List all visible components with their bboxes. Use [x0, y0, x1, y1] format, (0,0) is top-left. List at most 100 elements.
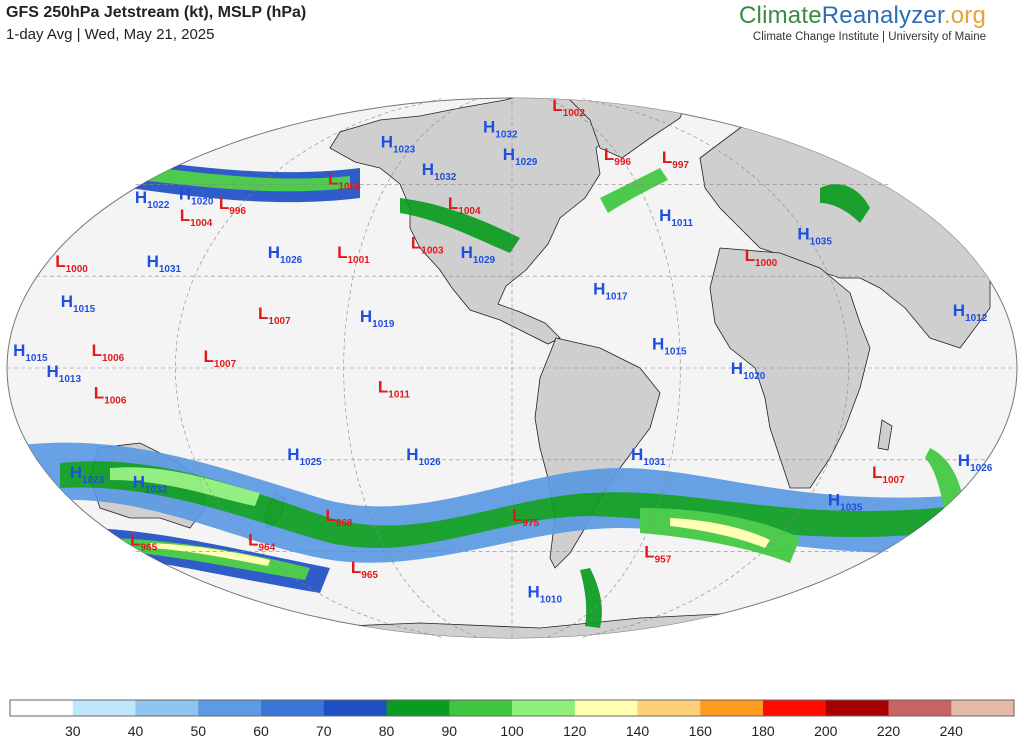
colorbar-swatch: [135, 700, 199, 716]
high-pressure-label: H1017: [593, 280, 628, 303]
high-pressure-label: H1035: [797, 225, 832, 248]
colorbar-swatch: [72, 700, 137, 716]
greenland-land: [559, 98, 691, 159]
low-pressure-label: L997: [662, 148, 690, 171]
low-pressure-label: L1004: [180, 206, 213, 229]
colorbar-swatch: [574, 700, 639, 716]
colorbar-swatch: [825, 700, 890, 716]
low-pressure-label: L1011: [378, 378, 411, 401]
high-pressure-label: H1032: [133, 472, 168, 495]
low-pressure-label: L1008: [328, 169, 361, 192]
colorbar-swatch: [261, 700, 325, 716]
jet-band-east-indian: [925, 448, 965, 513]
high-pressure-label: H1023: [70, 463, 105, 486]
colorbar: 30 40 50 60 70 80 90 100 120 140 160 180 200 220 240: [9, 699, 1015, 739]
jet-band-south-indian-peak: [670, 518, 770, 548]
chart-subtitle: 1-day Avg | Wed, May 21, 2025: [6, 26, 215, 43]
low-pressure-label: L1003: [411, 234, 444, 257]
low-pressure-label: L1006: [92, 341, 125, 364]
high-pressure-label: H1025: [287, 445, 322, 468]
high-pressure-label: H1032: [483, 117, 518, 140]
colorbar-tick-label: 60: [253, 723, 269, 739]
jet-band-south-pacific-peak: [150, 543, 270, 566]
colorbar-swatch: [888, 700, 952, 716]
jet-band-north-pacific-core: [140, 166, 350, 192]
high-pressure-label: H1026: [406, 445, 441, 468]
high-pressure-label: H1022: [135, 188, 170, 211]
colorbar-tick-label: 50: [191, 723, 207, 739]
brand-logo[interactable]: ClimateReanalyzer.org: [739, 2, 986, 30]
low-pressure-label: L1007: [872, 463, 905, 486]
low-pressure-label: L1000: [745, 246, 778, 269]
jet-band-southern-peak: [110, 467, 260, 506]
low-pressure-label: L1002: [552, 96, 585, 119]
low-pressure-label: L996: [219, 194, 247, 217]
high-pressure-label: H1026: [268, 243, 303, 266]
colorbar-tick-label: 30: [65, 723, 81, 739]
high-pressure-label: H1026: [958, 451, 993, 474]
high-pressure-label: H1012: [953, 301, 988, 324]
graticule-lines: [7, 98, 1017, 638]
colorbar-swatch: [10, 700, 74, 716]
low-pressure-label: L1001: [337, 243, 370, 266]
low-pressure-label: L965: [130, 531, 158, 554]
madagascar-land: [877, 419, 893, 451]
africa-land: [709, 247, 871, 489]
colorbar-tick-label: 140: [626, 723, 650, 739]
high-pressure-label: H1032: [422, 160, 457, 183]
high-pressure-label: H1020: [731, 359, 766, 382]
colorbar-border: [9, 699, 1015, 717]
high-pressure-label: H1031: [147, 252, 182, 275]
jet-band-north-atlantic: [600, 168, 668, 213]
chart-title: GFS 250hPa Jetstream (kt), MSLP (hPa): [6, 4, 307, 21]
colorbar-swatch: [763, 700, 827, 716]
colorbar-tick-label: 200: [814, 723, 838, 739]
jet-band-south-atlantic-polar: [580, 568, 602, 628]
colorbar-tick-label: 180: [751, 723, 775, 739]
low-pressure-label: L965: [351, 558, 379, 581]
colorbar-swatch: [637, 700, 701, 716]
colorbar-swatch: [700, 700, 764, 716]
brand-part-3: .org: [943, 2, 986, 29]
low-pressure-label: L1004: [448, 194, 481, 217]
jet-band-asia: [820, 184, 870, 223]
colorbar-tick-label: 80: [379, 723, 395, 739]
low-pressure-label: L975: [512, 506, 540, 529]
low-pressure-label: L1007: [258, 304, 291, 327]
high-pressure-label: H1020: [179, 185, 214, 208]
high-pressure-label: H1029: [503, 145, 538, 168]
colorbar-tick-label: 220: [877, 723, 901, 739]
colorbar-tick-label: 40: [128, 723, 144, 739]
high-pressure-label: H1010: [528, 583, 563, 606]
high-pressure-label: H1015: [652, 335, 687, 358]
colorbar-tick-label: 160: [689, 723, 713, 739]
brand-subtitle: Climate Change Institute | University of…: [752, 31, 986, 43]
colorbar-tick-label: 120: [563, 723, 587, 739]
colorbar-swatch: [323, 700, 388, 716]
high-pressure-label: H1031: [631, 445, 666, 468]
high-pressure-label: H1035: [828, 491, 863, 514]
jet-band-southern-indian-polar: [798, 593, 860, 623]
low-pressure-label: L968: [325, 506, 353, 529]
high-pressure-label: H1011: [659, 206, 693, 229]
high-pressure-label: H1029: [461, 243, 496, 266]
meridian-line: [547, 98, 681, 638]
low-pressure-label: L1007: [204, 347, 237, 370]
brand-part-1: Climate: [739, 2, 822, 29]
colorbar-swatch: [512, 700, 576, 716]
colorbar-tick-label: 240: [940, 723, 964, 739]
colorbar-swatch: [386, 700, 450, 716]
high-pressure-label: H1013: [47, 362, 82, 385]
high-pressure-label: H1015: [61, 292, 96, 315]
low-pressure-label: L964: [248, 531, 276, 554]
colorbar-swatch: [198, 700, 262, 716]
colorbar-swatch: [951, 700, 1015, 716]
colorbar-swatch: [449, 700, 513, 716]
colorbar-tick-label: 70: [316, 723, 332, 739]
high-pressure-label: H1015: [13, 341, 48, 364]
low-pressure-label: L996: [604, 145, 632, 168]
low-pressure-label: L1006: [94, 384, 127, 407]
high-pressure-label: H1019: [360, 307, 395, 330]
